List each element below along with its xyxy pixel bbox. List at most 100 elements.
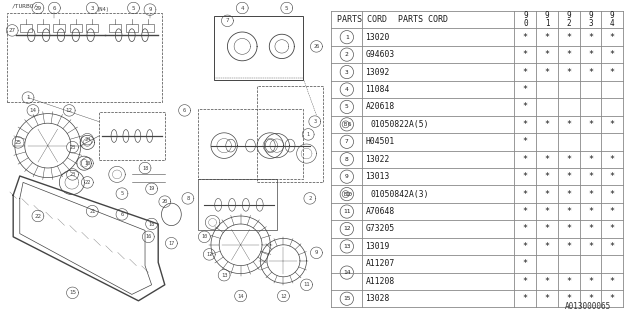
Text: *: * <box>610 68 615 76</box>
Text: 27: 27 <box>9 28 16 33</box>
Text: 29: 29 <box>35 5 42 11</box>
Text: *: * <box>566 207 572 216</box>
Text: *: * <box>588 33 593 42</box>
Text: *: * <box>566 225 572 234</box>
Bar <box>6 13 161 102</box>
Text: 6: 6 <box>52 5 56 11</box>
Text: 6: 6 <box>183 108 186 113</box>
Text: *: * <box>610 120 615 129</box>
Bar <box>126 24 138 32</box>
Text: 12: 12 <box>343 227 351 231</box>
Text: B: B <box>344 122 348 127</box>
Text: 16: 16 <box>145 234 152 239</box>
Text: 1: 1 <box>26 95 30 100</box>
Text: A11207: A11207 <box>365 260 395 268</box>
Text: (N4): (N4) <box>97 6 110 12</box>
Text: *: * <box>610 225 615 234</box>
Text: 7: 7 <box>226 18 229 23</box>
Text: 1: 1 <box>345 35 349 40</box>
Text: 9
4: 9 4 <box>610 11 614 28</box>
Text: *: * <box>545 277 550 286</box>
Text: 21: 21 <box>89 209 95 214</box>
Text: 14: 14 <box>343 270 351 275</box>
Text: 13022: 13022 <box>365 155 390 164</box>
Text: 3: 3 <box>90 5 94 11</box>
Text: *: * <box>523 50 528 59</box>
Text: *: * <box>566 120 572 129</box>
Text: 13013: 13013 <box>365 172 390 181</box>
Text: 8: 8 <box>345 157 349 162</box>
Text: *: * <box>545 207 550 216</box>
Bar <box>198 179 277 230</box>
Text: *: * <box>566 68 572 76</box>
Text: *: * <box>610 155 615 164</box>
Text: *: * <box>566 190 572 199</box>
Text: *: * <box>566 242 572 251</box>
Bar <box>257 86 323 182</box>
Text: 22: 22 <box>84 180 90 185</box>
Text: *: * <box>588 155 593 164</box>
Text: *: * <box>523 277 528 286</box>
Text: 5: 5 <box>285 5 289 11</box>
Text: 01050822A(5): 01050822A(5) <box>370 120 429 129</box>
Text: *: * <box>523 102 528 111</box>
Text: 8: 8 <box>186 196 189 201</box>
Text: *: * <box>610 190 615 199</box>
Bar <box>20 24 32 32</box>
Text: *: * <box>523 68 528 76</box>
Text: 15: 15 <box>69 290 76 295</box>
Text: *: * <box>610 242 615 251</box>
Text: *: * <box>545 155 550 164</box>
Text: 11084: 11084 <box>365 85 390 94</box>
Text: *: * <box>545 68 550 76</box>
Text: *: * <box>545 294 550 303</box>
Text: 10: 10 <box>201 234 207 239</box>
Text: *: * <box>523 260 528 268</box>
Text: 10: 10 <box>346 192 353 196</box>
Text: PARTS CORD: PARTS CORD <box>337 15 387 24</box>
Text: A20618: A20618 <box>365 102 395 111</box>
Text: *: * <box>523 120 528 129</box>
Text: *: * <box>610 33 615 42</box>
Bar <box>53 24 65 32</box>
Text: *: * <box>545 190 550 199</box>
Text: 9: 9 <box>148 7 152 12</box>
Text: 01050842A(3): 01050842A(3) <box>370 190 429 199</box>
Text: *: * <box>588 277 593 286</box>
Text: PARTS CORD: PARTS CORD <box>398 15 448 24</box>
Text: A013000065: A013000065 <box>564 301 611 310</box>
Text: 5: 5 <box>132 5 135 11</box>
Bar <box>37 24 49 32</box>
Text: 18: 18 <box>148 221 155 227</box>
Text: 10: 10 <box>84 161 90 166</box>
Text: *: * <box>545 120 550 129</box>
Text: *: * <box>610 50 615 59</box>
Text: 14: 14 <box>29 108 36 113</box>
Text: 3: 3 <box>313 119 316 124</box>
Bar <box>198 109 303 179</box>
Text: *: * <box>610 277 615 286</box>
Text: *: * <box>523 225 528 234</box>
Text: 9
2: 9 2 <box>566 11 571 28</box>
Text: *: * <box>523 137 528 146</box>
Text: *: * <box>523 33 528 42</box>
Text: 13028: 13028 <box>365 294 390 303</box>
Text: 13092: 13092 <box>365 68 390 76</box>
Text: 23: 23 <box>69 145 76 150</box>
Text: 26: 26 <box>314 44 319 49</box>
Text: A70648: A70648 <box>365 207 395 216</box>
Text: G73205: G73205 <box>365 225 395 234</box>
Text: *: * <box>588 172 593 181</box>
Text: 19: 19 <box>148 186 155 191</box>
Text: 13019: 13019 <box>365 242 390 251</box>
Text: 17: 17 <box>168 241 175 246</box>
Text: 7: 7 <box>345 139 349 144</box>
Bar <box>86 24 98 32</box>
Text: *: * <box>566 294 572 303</box>
Text: *: * <box>566 155 572 164</box>
Text: *: * <box>566 172 572 181</box>
Text: *: * <box>523 207 528 216</box>
Bar <box>142 24 154 32</box>
Text: *: * <box>588 242 593 251</box>
Text: *: * <box>588 68 593 76</box>
